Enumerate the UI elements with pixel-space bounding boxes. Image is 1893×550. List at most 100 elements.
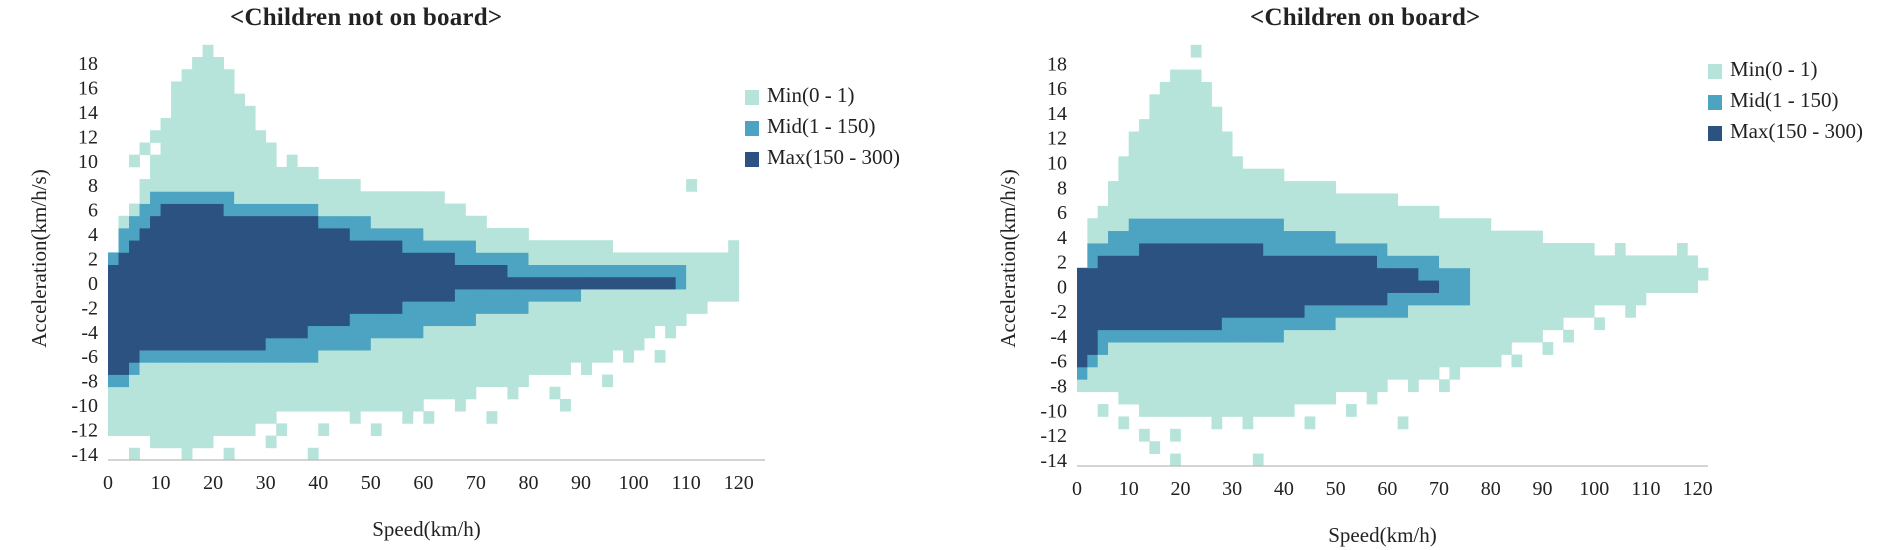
- heatmap-cell-max: [1242, 304, 1254, 318]
- heatmap-cell-max: [665, 276, 677, 290]
- heatmap-cell-min: [549, 325, 561, 339]
- heatmap-cell-mid: [1180, 230, 1192, 244]
- heatmap-cell-min: [1304, 193, 1316, 207]
- heatmap-cell-min: [150, 398, 161, 412]
- heatmap-cell-min: [1263, 205, 1274, 219]
- heatmap-cell-min: [1408, 230, 1419, 244]
- heatmap-cell-min: [202, 81, 214, 95]
- heatmap-cell-min: [381, 362, 393, 375]
- heatmap-cell-min: [1273, 205, 1285, 219]
- heatmap-cell-mid: [307, 350, 319, 363]
- heatmap-cell-min: [528, 350, 540, 363]
- heatmap-cell-max: [486, 264, 498, 278]
- heatmap-cell-max: [1118, 267, 1130, 281]
- heatmap-cell-min: [1418, 366, 1430, 380]
- heatmap-cell-min: [1273, 193, 1285, 207]
- heatmap-cell-max: [560, 276, 571, 290]
- heatmap-cell-min: [1118, 193, 1130, 207]
- heatmap-cell-mid: [475, 252, 487, 266]
- y-tick-label: 4: [1057, 227, 1067, 249]
- heatmap-cell-min: [223, 166, 235, 180]
- heatmap-cell-min: [276, 386, 288, 400]
- heatmap-cell-min: [1242, 193, 1254, 207]
- heatmap-cell-min: [1335, 379, 1347, 393]
- heatmap-cell-max: [1314, 255, 1326, 269]
- heatmap-cell-min: [1366, 379, 1378, 393]
- heatmap-cell-max: [297, 227, 309, 241]
- heatmap-cell-min: [1449, 329, 1461, 343]
- heatmap-cell-min: [1128, 181, 1140, 194]
- heatmap-cell-min: [1366, 317, 1378, 331]
- heatmap-cell-max: [213, 252, 225, 266]
- heatmap-cell-min: [1170, 354, 1181, 368]
- heatmap-cell-max: [118, 252, 130, 266]
- heatmap-cell-mid: [1159, 329, 1171, 343]
- heatmap-cell-max: [1118, 304, 1130, 318]
- heatmap-cell-min: [297, 166, 309, 180]
- heatmap-cell-mid: [244, 203, 256, 217]
- heatmap-cell-max: [412, 289, 424, 302]
- heatmap-cell-min: [139, 142, 151, 156]
- heatmap-cell-max: [1159, 317, 1171, 331]
- heatmap-cell-min: [349, 386, 361, 400]
- heatmap-cell-max: [1139, 304, 1150, 318]
- heatmap-cell-max: [223, 252, 235, 266]
- heatmap-cell-min: [1470, 329, 1481, 343]
- heatmap-cell-mid: [507, 301, 519, 314]
- heatmap-cell-min: [1170, 404, 1181, 417]
- heatmap-cell-min: [1201, 168, 1212, 182]
- heatmap-cell-min: [318, 179, 330, 192]
- heatmap-cell-max: [1087, 329, 1099, 343]
- heatmap-cell-max: [339, 313, 351, 327]
- heatmap-cell-min: [213, 105, 225, 119]
- x-tick-label: 70: [1429, 478, 1449, 500]
- heatmap-cell-max: [150, 325, 161, 339]
- heatmap-cell-max: [213, 240, 225, 253]
- heatmap-cell-min: [402, 350, 414, 363]
- heatmap-cell-min: [549, 386, 561, 400]
- heatmap-cell-min: [181, 435, 193, 449]
- heatmap-cell-min: [1159, 168, 1171, 182]
- heatmap-cell-min: [202, 93, 214, 107]
- heatmap-cell-min: [1201, 81, 1212, 95]
- heatmap-cell-max: [1087, 304, 1099, 318]
- y-tick-label: 18: [1047, 53, 1067, 75]
- heatmap-cell-min: [1594, 267, 1605, 281]
- heatmap-cell-min: [1521, 267, 1533, 281]
- heatmap-cell-min: [1573, 243, 1585, 256]
- heatmap-cell-min: [234, 154, 246, 168]
- heatmap-cell-min: [192, 118, 204, 131]
- heatmap-cell-max: [223, 337, 235, 351]
- heatmap-cell-min: [160, 142, 172, 156]
- heatmap-cell-min: [381, 374, 393, 388]
- heatmap-cell-min: [108, 386, 119, 400]
- heatmap-cell-max: [181, 276, 193, 290]
- heatmap-cell-min: [1273, 354, 1285, 368]
- heatmap-cell-min: [1635, 280, 1647, 293]
- heatmap-cell-max: [234, 252, 246, 266]
- heatmap-cell-mid: [454, 240, 466, 253]
- heatmap-cell-mid: [1232, 329, 1243, 343]
- heatmap-cells: [108, 44, 740, 461]
- heatmap-cell-max: [286, 227, 298, 241]
- heatmap-cell-mid: [591, 264, 603, 278]
- heatmap-cell-min: [1170, 106, 1181, 120]
- heatmap-cell-min: [486, 337, 498, 351]
- heatmap-cell-max: [255, 301, 267, 314]
- heatmap-cell-min: [1449, 255, 1461, 269]
- heatmap-cell-max: [591, 276, 603, 290]
- heatmap-cell-min: [286, 386, 298, 400]
- heatmap-cell-max: [1097, 292, 1109, 306]
- heatmap-cell-min: [1128, 131, 1140, 145]
- heatmap-cell-min: [1283, 366, 1295, 380]
- heatmap-cell-max: [349, 252, 361, 266]
- heatmap-cell-max: [276, 215, 288, 229]
- heatmap-cell-min: [1139, 342, 1150, 355]
- heatmap-cell-min: [171, 81, 182, 95]
- heatmap-cell-max: [1294, 304, 1305, 318]
- heatmap-cell-mid: [475, 289, 487, 302]
- heatmap-cell-min: [360, 398, 372, 412]
- heatmap-cell-min: [591, 301, 603, 314]
- heatmap-cell-min: [1149, 193, 1161, 207]
- heatmap-cell-min: [1552, 243, 1564, 256]
